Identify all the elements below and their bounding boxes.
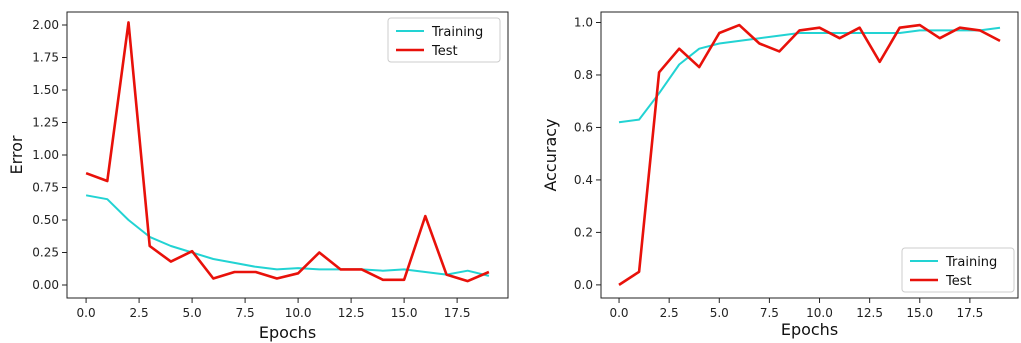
x-tick-label: 10.0 bbox=[285, 306, 312, 320]
x-tick-label: 17.5 bbox=[444, 306, 471, 320]
x-tick-label: 15.0 bbox=[391, 306, 418, 320]
y-tick-label: 0.25 bbox=[32, 246, 59, 260]
x-axis-label: Epochs bbox=[781, 320, 838, 339]
y-axis-label: Error bbox=[7, 135, 26, 174]
y-axis-label: Accuracy bbox=[541, 118, 560, 191]
x-tick-label: 5.0 bbox=[183, 306, 202, 320]
y-tick-label: 0.50 bbox=[32, 213, 59, 227]
series-line-test bbox=[618, 23, 1001, 286]
x-tick-label: 17.5 bbox=[957, 306, 984, 320]
x-tick-label: 0.0 bbox=[609, 306, 628, 320]
x-tick-label: 10.0 bbox=[806, 306, 833, 320]
y-tick-label: 0.8 bbox=[574, 68, 593, 82]
x-tick-label: 15.0 bbox=[906, 306, 933, 320]
x-tick-label: 5.0 bbox=[710, 306, 729, 320]
axes-frame bbox=[600, 11, 1019, 299]
x-axis-label: Epochs bbox=[259, 323, 316, 342]
y-tick-label: 1.75 bbox=[32, 51, 59, 65]
y-tick-label: 1.0 bbox=[574, 15, 593, 29]
x-tick-label: 2.5 bbox=[660, 306, 679, 320]
y-tick-label: 0.75 bbox=[32, 181, 59, 195]
legend: Training Test bbox=[901, 247, 1015, 293]
y-tick-label: 0.00 bbox=[32, 278, 59, 292]
y-tick-label: 1.25 bbox=[32, 116, 59, 130]
y-tick-label: 2.00 bbox=[32, 18, 59, 32]
legend-label-test: Test bbox=[945, 274, 972, 289]
legend-label-test: Test bbox=[431, 44, 458, 59]
chart-1: 0.0 2.5 5.0 7.5 10.0 12.5 15.0 17.5 0.0 0.2 0.4 0.6… bbox=[541, 11, 1019, 339]
chart-0: 0.0 2.5 5.0 7.5 10.0 12.5 15.0 17.5 0.00 0.25 0.50… bbox=[7, 11, 509, 342]
y-tick-label: 0.0 bbox=[574, 278, 593, 292]
x-tick-label: 7.5 bbox=[760, 306, 779, 320]
series-line-test bbox=[85, 21, 490, 283]
x-tick-label: 2.5 bbox=[130, 306, 149, 320]
x-tick-label: 12.5 bbox=[338, 306, 365, 320]
x-tick-label: 12.5 bbox=[856, 306, 883, 320]
legend-label-training: Training bbox=[945, 255, 997, 270]
series-line-training bbox=[618, 26, 1001, 124]
y-tick-label: 1.00 bbox=[32, 148, 59, 162]
x-tick-label: 0.0 bbox=[77, 306, 96, 320]
legend: Training Test bbox=[387, 17, 501, 63]
y-tick-label: 1.50 bbox=[32, 83, 59, 97]
legend-label-training: Training bbox=[431, 25, 483, 40]
x-tick-label: 7.5 bbox=[236, 306, 255, 320]
y-tick-label: 0.6 bbox=[574, 120, 593, 134]
series-line-training bbox=[85, 194, 490, 277]
y-tick-label: 0.4 bbox=[574, 173, 593, 187]
y-tick-label: 0.2 bbox=[574, 225, 593, 239]
